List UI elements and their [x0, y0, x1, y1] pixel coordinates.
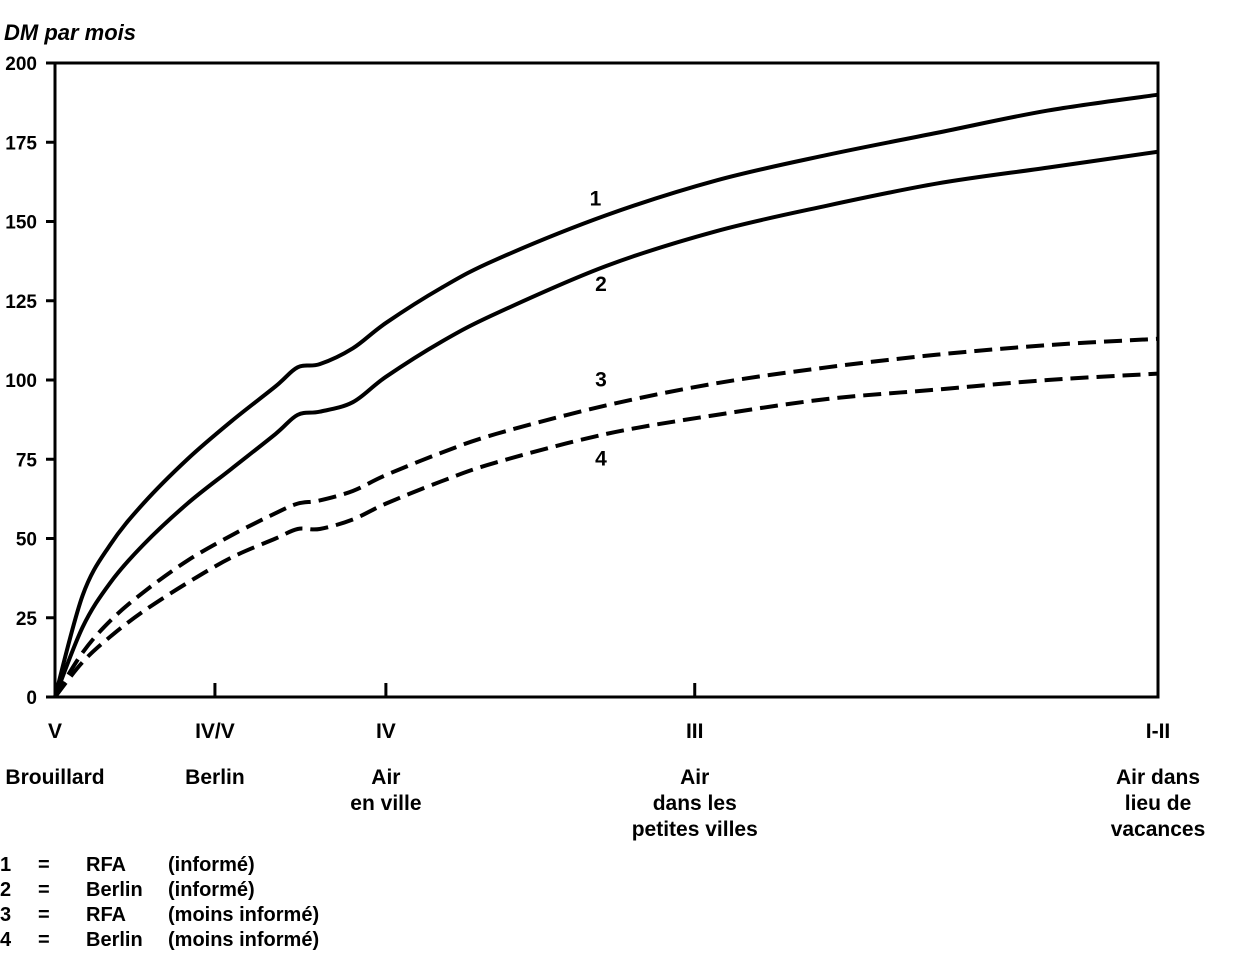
legend-entry: 3 = RFA (moins informé)	[0, 903, 319, 928]
y-tick-label: 125	[5, 292, 37, 313]
legend-region: RFA	[86, 904, 126, 926]
series-label: 1	[590, 188, 602, 211]
series-label: 2	[595, 273, 607, 296]
y-tick-label: 200	[5, 54, 37, 75]
x-tick-label: III	[686, 720, 704, 743]
legend-entry: 2 = Berlin (informé)	[0, 878, 319, 903]
legend-description: (moins informé)	[168, 929, 320, 951]
y-tick-label: 0	[26, 688, 37, 709]
x-tick-label: IV/V	[195, 720, 235, 743]
x-category-name: Brouillard	[5, 766, 104, 789]
legend-description: (informé)	[168, 854, 255, 876]
legend-equals: =	[38, 904, 50, 926]
x-tick-label: IV	[376, 720, 396, 743]
series-label: 4	[595, 448, 607, 471]
legend: 1 = RFA (informé) 2 = Berlin (informé) 3 = RFA (moi…	[0, 853, 319, 953]
x-tick-label: V	[48, 720, 62, 743]
y-tick-label: 25	[16, 609, 38, 630]
series-label: 3	[595, 368, 607, 391]
y-tick-label: 50	[16, 530, 37, 551]
legend-description: (informé)	[168, 879, 255, 901]
x-category-name: Air dans lieu de vacances	[1111, 766, 1206, 841]
plot-area: 0 25 50 75 100 125 150 175 200 V Brouillard IV/V Ber…	[5, 54, 1205, 841]
legend-region: Berlin	[86, 929, 143, 951]
x-tick-label: I-II	[1146, 720, 1171, 743]
series-line-1	[53, 92, 1159, 698]
legend-region: RFA	[86, 854, 126, 876]
x-category-name: Berlin	[185, 766, 245, 789]
series-line-3	[53, 336, 1159, 699]
legend-number: 3	[0, 904, 12, 926]
y-tick-label: 150	[5, 213, 37, 234]
legend-number: 1	[0, 854, 12, 876]
series-line-2	[53, 149, 1159, 698]
series-line-4	[53, 371, 1159, 699]
y-axis-label: DM par mois	[4, 20, 136, 45]
y-tick-label: 75	[16, 450, 38, 471]
legend-entry: 1 = RFA (informé)	[0, 853, 319, 878]
x-category-name: Air en ville	[350, 766, 421, 815]
legend-description: (moins informé)	[168, 904, 320, 926]
legend-region: Berlin	[86, 879, 143, 901]
x-category-name: Air dans les petites villes	[632, 766, 758, 841]
legend-equals: =	[38, 854, 50, 876]
legend-equals: =	[38, 929, 50, 951]
legend-number: 2	[0, 879, 12, 901]
legend-equals: =	[38, 879, 50, 901]
legend-entry: 4 = Berlin (moins informé)	[0, 928, 319, 953]
legend-number: 4	[0, 929, 12, 951]
y-tick-label: 100	[5, 371, 37, 392]
y-tick-label: 175	[5, 133, 37, 154]
